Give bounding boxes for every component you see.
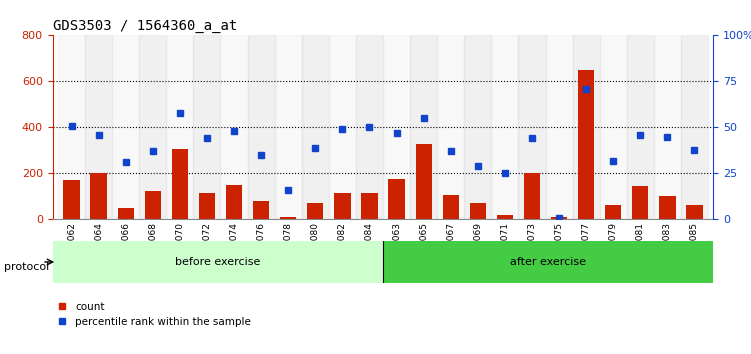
Text: after exercise: after exercise bbox=[510, 257, 587, 267]
Bar bbox=[388, 179, 405, 219]
Bar bbox=[90, 173, 107, 219]
Bar bbox=[686, 205, 703, 219]
Text: GDS3503 / 1564360_a_at: GDS3503 / 1564360_a_at bbox=[53, 19, 237, 33]
Bar bbox=[361, 193, 378, 219]
FancyBboxPatch shape bbox=[383, 241, 713, 283]
Bar bbox=[524, 173, 540, 219]
Bar bbox=[58, 35, 85, 219]
Bar bbox=[659, 196, 676, 219]
Bar bbox=[654, 35, 681, 219]
Bar bbox=[627, 35, 654, 219]
Bar bbox=[437, 35, 464, 219]
Bar bbox=[383, 35, 410, 219]
Bar bbox=[118, 208, 134, 219]
Bar bbox=[410, 35, 437, 219]
Bar bbox=[248, 35, 275, 219]
Bar bbox=[578, 70, 594, 219]
Bar bbox=[496, 215, 513, 219]
FancyBboxPatch shape bbox=[53, 241, 383, 283]
Bar bbox=[221, 35, 248, 219]
Text: before exercise: before exercise bbox=[175, 257, 261, 267]
Bar bbox=[491, 35, 518, 219]
Bar bbox=[600, 35, 627, 219]
Bar bbox=[464, 35, 491, 219]
Bar bbox=[356, 35, 383, 219]
Bar bbox=[605, 205, 621, 219]
Bar bbox=[280, 217, 297, 219]
Bar bbox=[226, 185, 242, 219]
Bar bbox=[139, 35, 166, 219]
Bar bbox=[307, 203, 324, 219]
Bar bbox=[112, 35, 139, 219]
Bar bbox=[442, 195, 459, 219]
Bar bbox=[275, 35, 302, 219]
Bar bbox=[253, 201, 270, 219]
Bar bbox=[302, 35, 329, 219]
Bar bbox=[166, 35, 194, 219]
Bar bbox=[334, 193, 351, 219]
Bar bbox=[551, 217, 567, 219]
Bar bbox=[415, 143, 432, 219]
Bar bbox=[572, 35, 600, 219]
Bar bbox=[518, 35, 545, 219]
Bar bbox=[632, 186, 648, 219]
Bar bbox=[469, 203, 486, 219]
Bar bbox=[63, 181, 80, 219]
Bar bbox=[681, 35, 708, 219]
Bar bbox=[545, 35, 572, 219]
Bar bbox=[199, 193, 215, 219]
Legend: count, percentile rank within the sample: count, percentile rank within the sample bbox=[53, 297, 255, 331]
Bar bbox=[172, 149, 188, 219]
Bar bbox=[145, 191, 161, 219]
Bar bbox=[194, 35, 221, 219]
Text: protocol: protocol bbox=[4, 262, 49, 272]
Bar bbox=[85, 35, 112, 219]
Bar bbox=[329, 35, 356, 219]
